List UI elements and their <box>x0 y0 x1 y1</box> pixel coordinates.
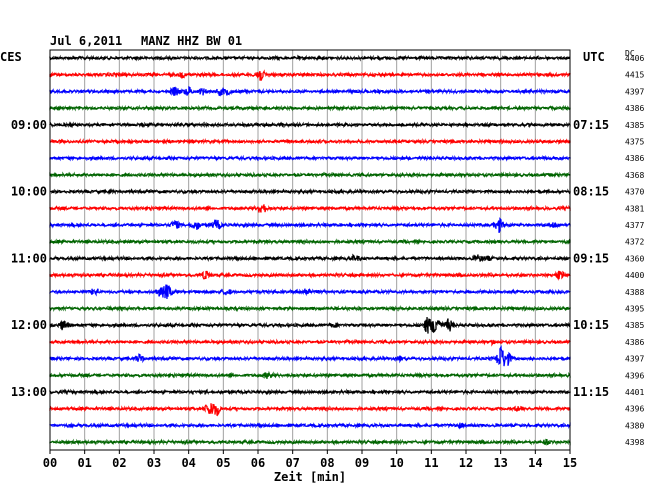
seismic-trace <box>49 171 571 179</box>
dc-offset-label: 4386 <box>625 338 644 347</box>
seismic-trace <box>49 217 571 233</box>
dc-heading: DC <box>625 49 635 58</box>
right-time-label: 09:15 <box>573 251 609 265</box>
right-time-label: 07:15 <box>573 118 609 132</box>
dc-offset-label: 4388 <box>625 288 644 297</box>
seismic-trace <box>49 370 571 380</box>
seismic-trace <box>49 204 571 213</box>
plot-frame <box>49 49 571 451</box>
seismic-trace <box>49 69 571 81</box>
x-tick-label: 00 <box>43 456 57 470</box>
seismic-trace <box>49 344 571 367</box>
dc-offset-label: 4397 <box>625 355 644 364</box>
dc-offset-label: 4368 <box>625 171 644 180</box>
x-tick-label: 14 <box>528 456 542 470</box>
left-time-label: 11:00 <box>11 251 47 265</box>
label-layer: 00 01 02 03 04 05 06 07 08 09 10 11 12 13 14 15 4406 4415… <box>11 54 645 470</box>
dc-offset-label: 4380 <box>625 421 644 430</box>
seismic-trace <box>49 421 571 430</box>
left-time-label: 13:00 <box>11 385 47 399</box>
chart-station: MANZ HHZ BW 01 <box>141 34 242 48</box>
seismic-trace <box>49 270 571 281</box>
dc-offset-label: 4375 <box>625 138 644 147</box>
dc-offset-label: 4401 <box>625 388 644 397</box>
dc-offset-label: 4398 <box>625 438 644 447</box>
seismic-trace <box>49 104 571 112</box>
dc-offset-label: 4385 <box>625 321 644 330</box>
seismic-trace <box>49 154 571 162</box>
x-tick-label: 03 <box>147 456 161 470</box>
seismic-trace <box>49 86 571 97</box>
seismic-trace <box>49 284 571 299</box>
x-tick-label: 07 <box>285 456 299 470</box>
right-time-label: 08:15 <box>573 185 609 199</box>
chart-date: Jul 6,2011 <box>50 34 122 48</box>
x-tick-label: 02 <box>112 456 126 470</box>
x-tick-label: 11 <box>424 456 438 470</box>
x-tick-label: 05 <box>216 456 230 470</box>
dc-offset-label: 4372 <box>625 238 644 247</box>
dc-offset-label: 4415 <box>625 71 644 80</box>
x-axis-label: Zeit [min] <box>274 470 346 484</box>
trace-layer <box>49 54 571 446</box>
left-time-label: 10:00 <box>11 185 47 199</box>
seismic-trace <box>49 238 571 246</box>
right-time-label: 10:15 <box>573 318 609 332</box>
x-tick-label: 08 <box>320 456 334 470</box>
dc-offset-label: 4396 <box>625 371 644 380</box>
x-tick-label: 04 <box>181 456 195 470</box>
seismic-trace <box>49 388 571 396</box>
x-tick-label: 09 <box>355 456 369 470</box>
x-tick-label: 01 <box>77 456 91 470</box>
dc-offset-label: 4360 <box>625 254 644 263</box>
seismic-trace <box>49 317 571 334</box>
x-tick-label: 15 <box>563 456 577 470</box>
x-tick-label: 13 <box>493 456 507 470</box>
dc-offset-label: 4386 <box>625 154 644 163</box>
grid-layer <box>49 50 571 454</box>
dc-offset-label: 4381 <box>625 204 644 213</box>
dc-offset-label: 4395 <box>625 305 644 314</box>
left-time-label: 12:00 <box>11 318 47 332</box>
dc-offset-label: 4385 <box>625 121 644 130</box>
seismic-trace <box>49 187 571 196</box>
seismic-trace <box>49 438 571 446</box>
right-timezone-label: UTC <box>583 50 605 64</box>
seismic-trace <box>49 253 571 263</box>
seismic-trace <box>49 338 571 347</box>
seismic-trace <box>49 54 571 62</box>
left-timezone-label: CES <box>0 50 22 64</box>
dc-offset-label: 4400 <box>625 271 644 280</box>
x-tick-label: 10 <box>389 456 403 470</box>
seismic-trace <box>49 137 571 146</box>
seismic-trace <box>49 304 571 313</box>
seismic-trace <box>49 121 571 129</box>
dc-offset-label: 4386 <box>625 104 644 113</box>
right-time-label: 11:15 <box>573 385 609 399</box>
left-time-label: 09:00 <box>11 118 47 132</box>
dc-offset-label: 4397 <box>625 87 644 96</box>
dc-offset-label: 4377 <box>625 221 644 230</box>
dc-offset-label: 4370 <box>625 188 644 197</box>
dc-offset-label: 4406 <box>625 54 644 63</box>
dc-offset-label: 4396 <box>625 405 644 414</box>
seismic-trace <box>49 403 571 417</box>
x-tick-label: 12 <box>459 456 473 470</box>
x-tick-label: 06 <box>251 456 265 470</box>
